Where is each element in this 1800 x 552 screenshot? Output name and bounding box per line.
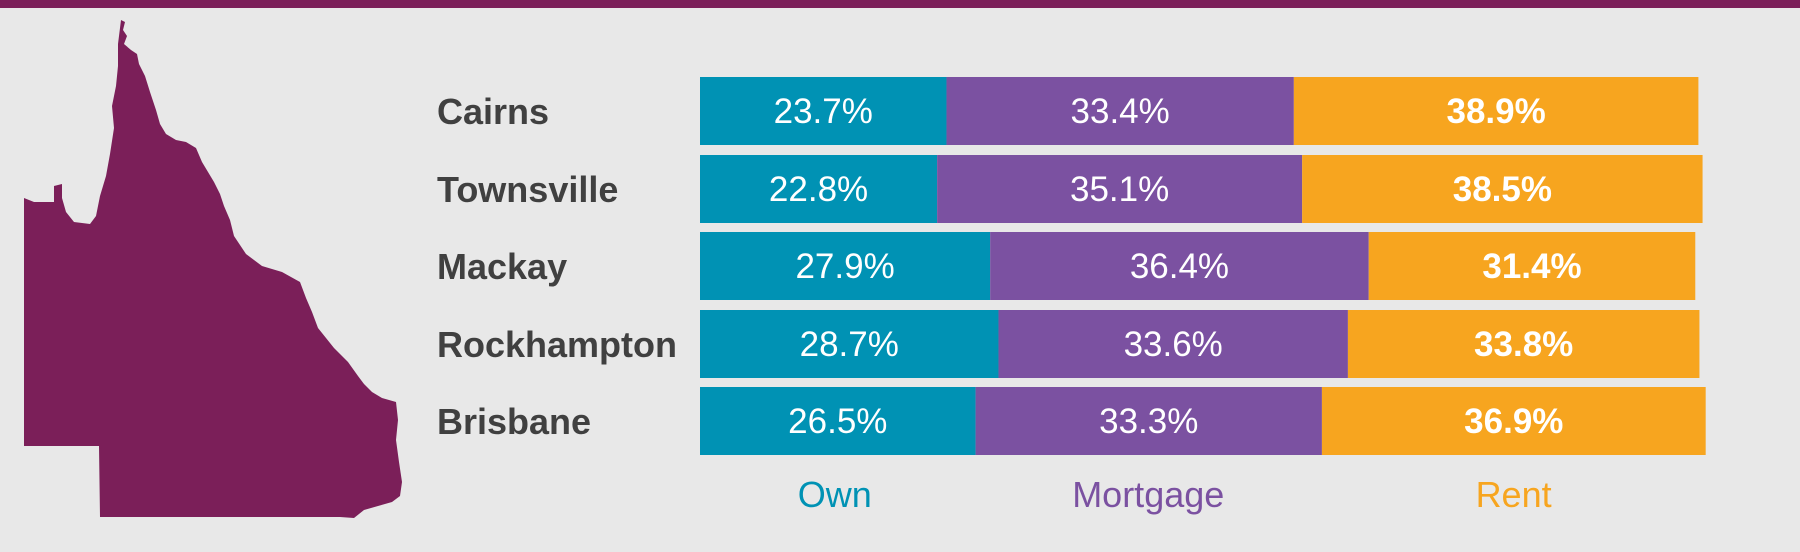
bar-rent-mackay <box>1368 232 1696 300</box>
bar-own-mackay <box>700 232 991 300</box>
value-label-rent-mackay: 31.4% <box>1482 247 1581 286</box>
value-label-rent-townsville: 38.5% <box>1453 170 1552 209</box>
value-label-mortgage-rockhampton: 33.6% <box>1124 325 1223 364</box>
bar-mortgage-mackay <box>990 232 1369 300</box>
value-label-own-rockhampton: 28.7% <box>800 325 899 364</box>
legend-rent: Rent <box>1476 474 1552 515</box>
city-label-mackay: Mackay <box>437 246 567 287</box>
value-label-own-mackay: 27.9% <box>795 247 894 286</box>
value-label-mortgage-mackay: 36.4% <box>1130 247 1229 286</box>
value-label-rent-cairns: 38.9% <box>1446 92 1545 131</box>
value-label-mortgage-townsville: 35.1% <box>1070 170 1169 209</box>
legend-own: Own <box>798 474 872 515</box>
bar-own-cairns <box>700 77 947 145</box>
bar-rent-cairns <box>1293 77 1699 145</box>
bar-mortgage-cairns <box>946 77 1294 145</box>
value-label-rent-rockhampton: 33.8% <box>1474 325 1573 364</box>
bar-rent-rockhampton <box>1347 310 1700 378</box>
city-label-rockhampton: Rockhampton <box>437 324 677 365</box>
value-label-rent-brisbane: 36.9% <box>1464 402 1563 441</box>
city-label-cairns: Cairns <box>437 91 549 132</box>
city-label-townsville: Townsville <box>437 169 618 210</box>
bar-mortgage-rockhampton <box>998 310 1348 378</box>
top-accent-bar <box>0 0 1800 8</box>
bar-own-rockhampton <box>700 310 999 378</box>
value-label-mortgage-cairns: 33.4% <box>1071 92 1170 131</box>
legend-mortgage: Mortgage <box>1072 474 1224 515</box>
queensland-map-icon <box>24 20 402 518</box>
city-label-brisbane: Brisbane <box>437 401 591 442</box>
bar-mortgage-brisbane <box>975 387 1322 455</box>
bar-own-townsville <box>700 155 938 223</box>
bar-rent-brisbane <box>1321 387 1706 455</box>
bar-mortgage-townsville <box>937 155 1303 223</box>
value-label-own-brisbane: 26.5% <box>788 402 887 441</box>
value-label-mortgage-brisbane: 33.3% <box>1099 402 1198 441</box>
value-label-own-townsville: 22.8% <box>769 170 868 209</box>
bar-rent-townsville <box>1302 155 1703 223</box>
value-label-own-cairns: 23.7% <box>774 92 873 131</box>
bar-own-brisbane <box>700 387 976 455</box>
